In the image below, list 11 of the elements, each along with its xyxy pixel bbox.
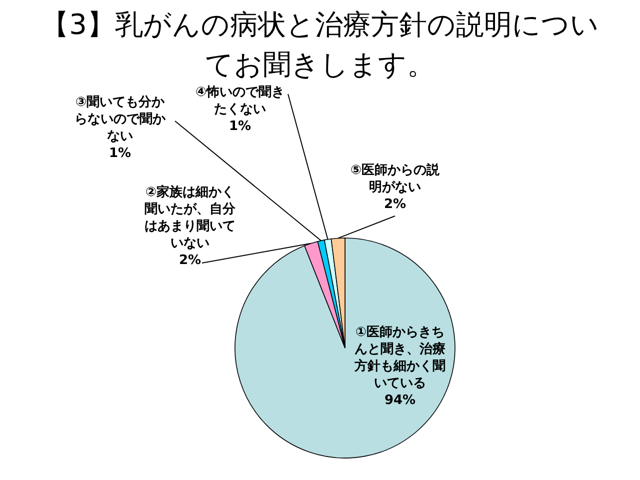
data-label: 1% [108, 146, 132, 161]
slice-label: ⑤医師からの説明がない [350, 162, 440, 195]
data-label: 94% [384, 393, 416, 408]
data-label: 2% [178, 253, 202, 268]
slice-label: ④怖いので聞きたくない [195, 85, 285, 117]
chart-title: 【3】乳がんの病状と治療方針の説明についてお聞きします。 [41, 8, 599, 81]
data-label: 1% [228, 119, 252, 134]
slice-label: ③聞いても分からないので聞かない [74, 95, 166, 144]
data-label: 2% [384, 197, 406, 212]
slice-label: ②家族は細かく聞いたが、自分はあまり聞いていない [144, 184, 236, 251]
slice-label: ①医師からきちんと聞き、治療方針も細かく聞いている [354, 325, 446, 391]
